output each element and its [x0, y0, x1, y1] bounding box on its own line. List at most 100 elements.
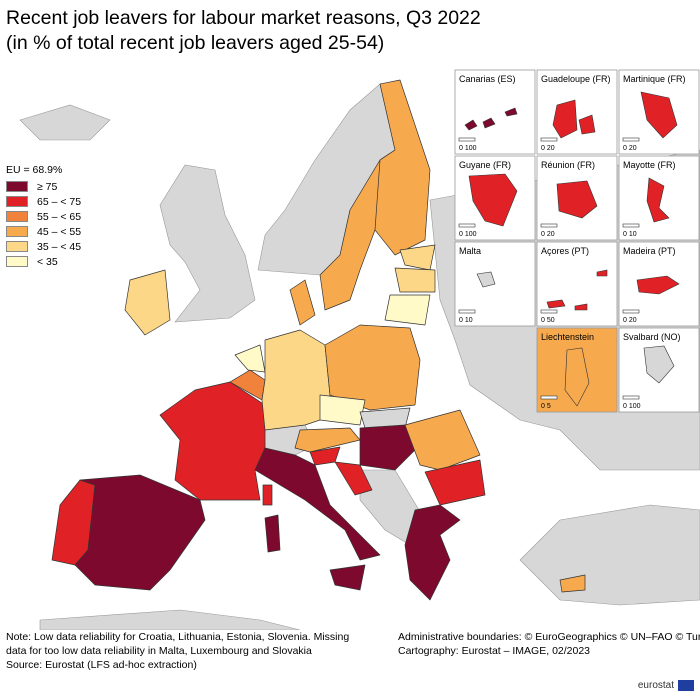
legend-label: ≥ 75 — [37, 180, 58, 193]
inset-mayotte-fr: Mayotte (FR) 0 10 — [618, 155, 700, 241]
legend: EU = 68.9% ≥ 75 65 – < 75 55 – < 65 45 – < … — [6, 164, 81, 269]
footnote-line-1: Note: Low data reliability for Croatia, … — [6, 631, 350, 643]
inset-guyane-fr: Guyane (FR) 0 100 — [454, 155, 536, 241]
legend-item: 45 – < 55 — [6, 224, 81, 239]
country-france — [159, 381, 266, 501]
country-sardinia — [264, 514, 281, 553]
inset-label: Açores (PT) — [541, 246, 589, 256]
inset-shape — [643, 345, 675, 384]
inset-liechtenstein: Liechtenstein 0 5 — [536, 327, 618, 413]
inset-shape — [636, 275, 680, 295]
uk-great-britain — [159, 164, 256, 323]
scale-label: 0 5 — [541, 403, 551, 410]
legend-swatch — [6, 181, 28, 192]
inset-shape — [476, 271, 496, 288]
inset-label: Martinique (FR) — [623, 74, 686, 84]
inset-shape — [564, 347, 590, 407]
iceland — [19, 104, 111, 141]
footnote-line-2: data for too low data reliability in Mal… — [6, 645, 312, 657]
legend-item: 55 – < 65 — [6, 209, 81, 224]
credits-line-2: Cartography: Eurostat – IMAGE, 02/2023 — [398, 645, 591, 657]
inset-shape — [556, 180, 598, 219]
scale-label: 0 10 — [623, 231, 637, 238]
footnote: Note: Low data reliability for Croatia, … — [6, 630, 349, 672]
legend-title: EU = 68.9% — [6, 164, 63, 176]
footnote-source: Source: Eurostat (LFS ad-hoc extraction) — [6, 659, 197, 671]
country-corsica — [262, 484, 273, 506]
scale-label: 0 20 — [541, 145, 555, 152]
inset-guadeloupe-fr: Guadeloupe (FR) 0 20 — [536, 69, 618, 155]
legend-label: < 35 — [37, 255, 58, 268]
country-sicily — [329, 564, 366, 591]
scale-label: 0 50 — [541, 317, 555, 324]
country-latvia — [394, 267, 436, 293]
legend-item: 35 – < 45 — [6, 239, 81, 254]
scale-bar — [458, 223, 476, 228]
title-line-1: Recent job leavers for labour market rea… — [6, 7, 481, 29]
scale-bar — [540, 395, 558, 400]
inset-label: Guadeloupe (FR) — [541, 74, 611, 84]
country-cyprus — [559, 574, 586, 593]
scale-label: 0 100 — [459, 231, 477, 238]
inset-label: Svalbard (NO) — [623, 332, 681, 342]
scale-label: 0 100 — [623, 403, 641, 410]
legend-label: 35 – < 45 — [37, 240, 82, 253]
country-bulgaria — [424, 459, 486, 506]
country-croatia — [334, 461, 373, 496]
inset-shape — [468, 173, 518, 227]
inset-label: Malta — [459, 246, 481, 256]
scale-label: 0 20 — [623, 317, 637, 324]
country-greece — [404, 504, 461, 601]
scale-label: 0 10 — [459, 317, 473, 324]
scale-bar — [540, 223, 558, 228]
country-netherlands — [234, 344, 266, 373]
scale-bar — [458, 309, 476, 314]
legend-rows: ≥ 75 65 – < 75 55 – < 65 45 – < 55 35 – < 45… — [6, 179, 81, 269]
legend-swatch — [6, 211, 28, 222]
credits-line-1: Administrative boundaries: © EuroGeograp… — [398, 631, 700, 643]
country-hungary — [359, 424, 421, 471]
scale-bar — [622, 137, 640, 142]
inset-label: Canarias (ES) — [459, 74, 516, 84]
country-lithuania — [384, 294, 431, 326]
inset-shape — [640, 91, 678, 139]
scale-bar — [622, 223, 640, 228]
legend-item: < 35 — [6, 254, 81, 269]
legend-swatch — [6, 196, 28, 207]
scale-bar — [458, 137, 476, 142]
legend-swatch — [6, 241, 28, 252]
inset-martinique-fr: Martinique (FR) 0 20 — [618, 69, 700, 155]
scale-bar — [622, 309, 640, 314]
north-africa — [39, 609, 301, 630]
legend-swatch — [6, 226, 28, 237]
scale-bar — [540, 309, 558, 314]
legend-label: 55 – < 65 — [37, 210, 82, 223]
eurostat-logo: eurostat — [637, 680, 674, 691]
scale-label: 0 20 — [541, 231, 555, 238]
scale-bar — [540, 137, 558, 142]
inset-r-union-fr: Réunion (FR) 0 20 — [536, 155, 618, 241]
country-czechia — [319, 394, 366, 426]
inset-a-ores-pt: Açores (PT) 0 50 — [536, 241, 618, 327]
country-denmark — [289, 279, 316, 326]
inset-canarias-es: Canarias (ES) 0 100 — [454, 69, 536, 155]
eu-countries — [51, 79, 586, 601]
eu-flag-icon — [678, 680, 694, 691]
turkey — [519, 504, 700, 606]
inset-shape — [464, 107, 518, 131]
credits: Administrative boundaries: © EuroGeograp… — [398, 630, 700, 658]
inset-madeira-pt: Madeira (PT) 0 20 — [618, 241, 700, 327]
legend-item: ≥ 75 — [6, 179, 81, 194]
inset-label: Mayotte (FR) — [623, 160, 676, 170]
inset-malta: Malta 0 10 — [454, 241, 536, 327]
inset-label: Réunion (FR) — [541, 160, 595, 170]
inset-shape — [646, 177, 670, 223]
legend-label: 65 – < 75 — [37, 195, 82, 208]
inset-shape — [546, 269, 608, 311]
legend-swatch — [6, 256, 28, 267]
scale-label: 0 20 — [623, 145, 637, 152]
country-italy — [254, 447, 381, 561]
inset-shape — [552, 99, 596, 139]
inset-label: Liechtenstein — [541, 332, 594, 342]
